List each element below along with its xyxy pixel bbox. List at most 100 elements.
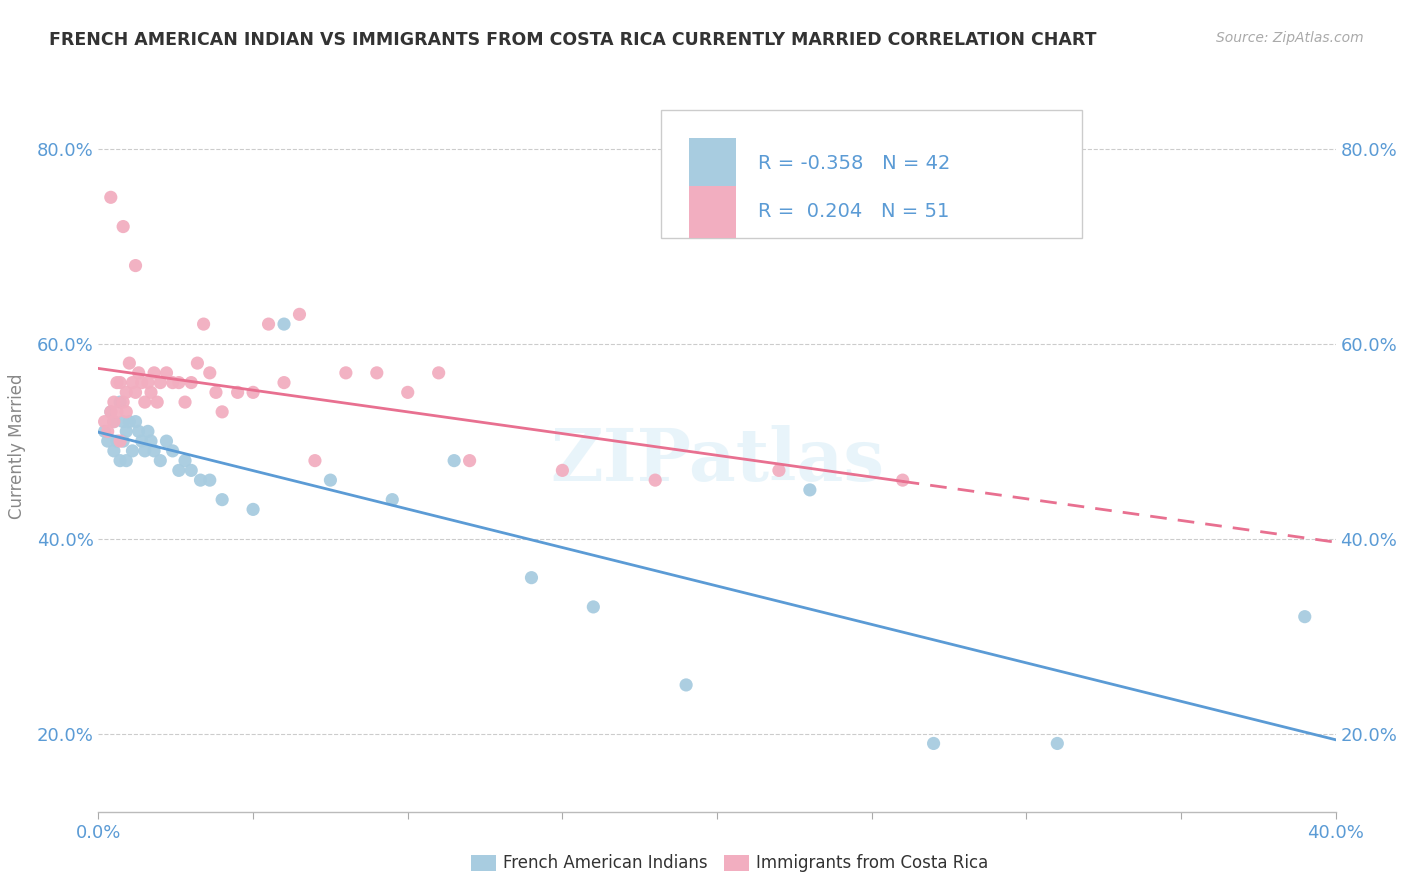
Point xyxy=(335,366,357,380)
Point xyxy=(93,425,115,439)
Point xyxy=(112,434,135,449)
Point xyxy=(124,415,146,429)
Bar xyxy=(689,186,735,237)
Point xyxy=(768,463,790,477)
Point xyxy=(105,376,128,390)
Point xyxy=(97,434,120,449)
Text: French American Indians: French American Indians xyxy=(503,854,709,871)
Point xyxy=(131,376,153,390)
Bar xyxy=(689,137,735,189)
Point xyxy=(149,453,172,467)
Point xyxy=(108,434,131,449)
Point xyxy=(103,443,125,458)
Point xyxy=(155,366,177,380)
Point xyxy=(121,443,143,458)
Point xyxy=(273,376,295,390)
Point xyxy=(381,492,404,507)
Point xyxy=(128,425,150,439)
Point xyxy=(443,453,465,467)
Point xyxy=(190,473,212,487)
Point xyxy=(143,443,166,458)
Point xyxy=(124,385,146,400)
Point xyxy=(108,395,131,409)
Point xyxy=(100,405,122,419)
Point xyxy=(198,473,221,487)
FancyBboxPatch shape xyxy=(661,110,1083,237)
Text: R = -0.358   N = 42: R = -0.358 N = 42 xyxy=(758,153,950,173)
Point xyxy=(520,571,543,585)
Y-axis label: Currently Married: Currently Married xyxy=(7,373,25,519)
Point xyxy=(186,356,208,370)
Point xyxy=(180,463,202,477)
Point xyxy=(242,385,264,400)
Point xyxy=(100,190,122,204)
Point xyxy=(115,453,138,467)
Point xyxy=(162,376,184,390)
Point xyxy=(427,366,450,380)
Point xyxy=(167,376,190,390)
Point xyxy=(93,415,115,429)
Point xyxy=(100,405,122,419)
Point xyxy=(103,415,125,429)
Point xyxy=(108,376,131,390)
Point xyxy=(105,434,128,449)
Point xyxy=(174,395,197,409)
Point xyxy=(134,443,156,458)
Point xyxy=(115,385,138,400)
Point xyxy=(198,366,221,380)
Point xyxy=(257,317,280,331)
Point xyxy=(366,366,388,380)
Point xyxy=(582,599,605,614)
Text: Source: ZipAtlas.com: Source: ZipAtlas.com xyxy=(1216,31,1364,45)
Point xyxy=(551,463,574,477)
Point xyxy=(167,463,190,477)
Point xyxy=(211,492,233,507)
Point xyxy=(288,307,311,321)
Point xyxy=(205,385,228,400)
Point xyxy=(149,376,172,390)
Point xyxy=(112,415,135,429)
Point xyxy=(155,434,177,449)
Point xyxy=(131,434,153,449)
Point xyxy=(112,395,135,409)
Point xyxy=(136,425,159,439)
Point xyxy=(304,453,326,467)
Text: FRENCH AMERICAN INDIAN VS IMMIGRANTS FROM COSTA RICA CURRENTLY MARRIED CORRELATI: FRENCH AMERICAN INDIAN VS IMMIGRANTS FRO… xyxy=(49,31,1097,49)
Text: Immigrants from Costa Rica: Immigrants from Costa Rica xyxy=(756,854,988,871)
Point xyxy=(128,366,150,380)
Point xyxy=(121,376,143,390)
Text: R =  0.204   N = 51: R = 0.204 N = 51 xyxy=(758,202,949,221)
Point xyxy=(891,473,914,487)
Point xyxy=(97,425,120,439)
Point xyxy=(143,366,166,380)
Point xyxy=(675,678,697,692)
Point xyxy=(108,453,131,467)
Point xyxy=(134,395,156,409)
Point xyxy=(458,453,481,467)
Point xyxy=(118,356,141,370)
Point xyxy=(644,473,666,487)
Point xyxy=(146,395,169,409)
Point xyxy=(103,415,125,429)
Point xyxy=(799,483,821,497)
Point xyxy=(103,395,125,409)
Point xyxy=(1294,609,1316,624)
Point xyxy=(180,376,202,390)
Text: ZIPatlas: ZIPatlas xyxy=(550,425,884,496)
Point xyxy=(319,473,342,487)
Point xyxy=(193,317,215,331)
Point xyxy=(118,415,141,429)
Point xyxy=(162,443,184,458)
Point xyxy=(211,405,233,419)
Point xyxy=(112,219,135,234)
Point xyxy=(1046,736,1069,750)
Point xyxy=(242,502,264,516)
Point xyxy=(174,453,197,467)
Point xyxy=(115,405,138,419)
Point xyxy=(226,385,249,400)
Point xyxy=(124,259,146,273)
Point xyxy=(105,405,128,419)
Point xyxy=(115,425,138,439)
Point xyxy=(139,434,162,449)
Point xyxy=(396,385,419,400)
